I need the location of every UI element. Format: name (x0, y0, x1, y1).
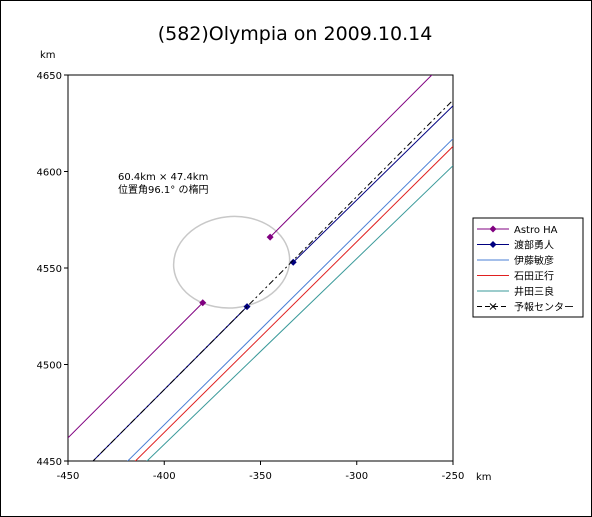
chord-line (134, 146, 453, 461)
legend-label: 予報センター (514, 302, 574, 314)
legend-label: 伊藤敏彦 (514, 254, 554, 267)
chord-line (92, 99, 453, 461)
chord-point-marker (199, 299, 207, 307)
legend-label: 渡部勇人 (514, 239, 554, 252)
x-tick-label: -350 (249, 471, 272, 482)
chart-title: (582)Olympia on 2009.10.14 (158, 23, 433, 45)
ellipse-angle-annotation: 位置角96.1° の楕円 (118, 183, 208, 196)
chord-line (68, 302, 204, 439)
chord-point-marker (289, 258, 297, 266)
chord-line (146, 165, 453, 461)
y-tick-label: 4550 (37, 264, 62, 275)
plot-area: -450 -400 -350 -300 -250 4450 4500 4550 4600 4650 (37, 71, 465, 482)
x-tick-label: -250 (442, 471, 465, 482)
legend-box (472, 217, 584, 318)
ellipse-size-annotation: 60.4km × 47.4km (118, 172, 208, 183)
x-tick-label: -400 (153, 471, 176, 482)
x-tick-label: -450 (57, 471, 80, 482)
y-axis-unit: km (40, 50, 56, 61)
chord-point-marker (266, 233, 274, 241)
asteroid-ellipse (172, 215, 291, 309)
y-tick-label: 4600 (37, 168, 62, 179)
y-tick-label: 4650 (37, 71, 62, 82)
chord-line (126, 138, 453, 461)
x-axis-unit: km (476, 472, 492, 483)
legend-label: 石田正行 (514, 270, 554, 283)
legend-diamond-marker (489, 241, 497, 248)
plot-border (67, 74, 454, 462)
legend-diamond-marker (489, 225, 497, 233)
legend-x-marker (489, 303, 497, 310)
chord-line (269, 75, 433, 238)
legend-label: Astro HA (514, 225, 558, 236)
legend-label: 井田三良 (514, 285, 554, 298)
y-tick-label: 4450 (37, 457, 62, 468)
plot-content (68, 75, 453, 461)
y-tick-label: 4500 (37, 361, 62, 372)
x-tick-label: -300 (345, 471, 368, 482)
chord-line (292, 105, 453, 263)
